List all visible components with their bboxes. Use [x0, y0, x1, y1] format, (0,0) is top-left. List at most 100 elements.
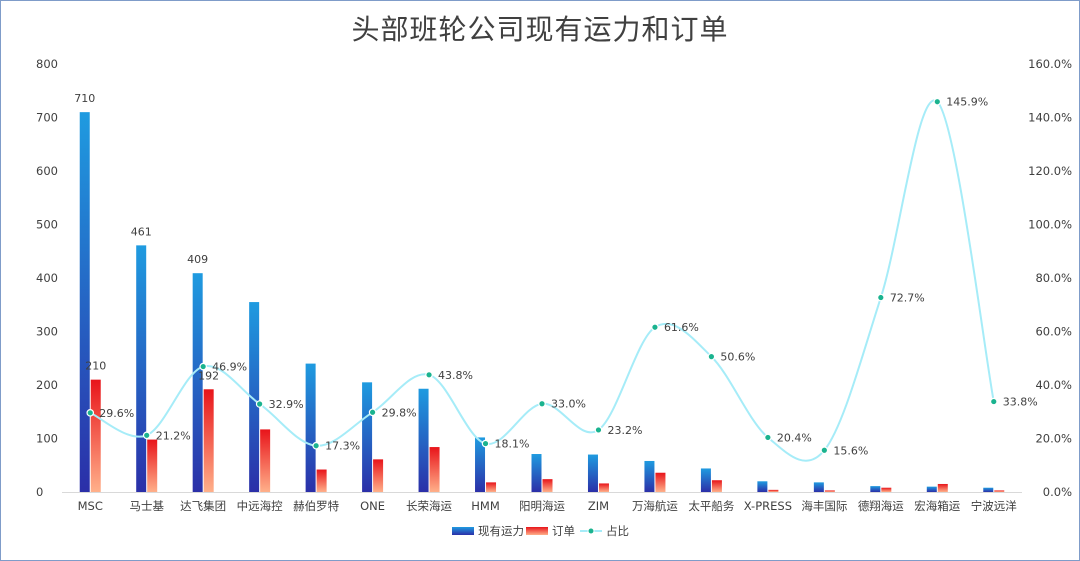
ratio-data-label: 33.0%: [551, 398, 586, 411]
y-right-tick-label: 80.0%: [1035, 271, 1072, 285]
labels-layer: 29.6% 21.2% 46.9% 32.9% 17.3% 29.8% 43.8% 18.1%…: [74, 92, 1037, 457]
x-category-label: 马士基: [129, 499, 164, 513]
bar-orders: [373, 459, 384, 492]
x-category-label: 长荣海运: [406, 499, 452, 513]
y-right-tick-label: 60.0%: [1035, 325, 1072, 339]
y-left-tick-label: 600: [36, 164, 58, 178]
ratio-point: [651, 323, 659, 332]
bar-orders: [542, 479, 553, 492]
ratio-data-label: 20.4%: [777, 431, 812, 444]
ratio-point: [86, 409, 95, 417]
capacity-data-label: 461: [131, 225, 152, 238]
bar-orders: [994, 490, 1005, 492]
ratio-data-label: 61.6%: [664, 321, 699, 334]
ratio-data-label: 29.8%: [382, 406, 417, 419]
x-category-label: 太平船务: [688, 499, 734, 513]
bar-orders: [768, 489, 779, 492]
y-left-tick-label: 400: [36, 271, 58, 285]
y-right-tick-label: 0.0%: [1043, 485, 1072, 499]
x-category-label: 阳明海运: [519, 499, 565, 513]
ratio-data-label: 72.7%: [890, 292, 925, 305]
ratio-point: [312, 441, 320, 450]
bar-orders: [260, 429, 271, 492]
ratio-point: [933, 97, 942, 106]
ratio-point: [538, 399, 546, 408]
bar-capacity: [305, 363, 316, 492]
y-left-tick-label: 200: [36, 378, 58, 392]
ratio-point: [142, 431, 151, 440]
ratio-point: [989, 397, 998, 406]
bar-orders: [147, 439, 158, 492]
bar-capacity: [362, 382, 373, 492]
x-category-label: HMM: [471, 499, 500, 513]
y-right-tick-label: 120.0%: [1028, 164, 1072, 178]
x-category-label: 海丰国际: [801, 499, 847, 513]
axes-layer: 0 100 200 300 400 500 600 700 800 0.0% 20.0% 40.0% 6…: [36, 57, 1072, 513]
legend-label-orders: 订单: [552, 524, 575, 538]
x-category-label: X-PRESS: [744, 499, 792, 513]
ratio-data-label: 145.9%: [946, 96, 988, 109]
ratio-point: [481, 439, 490, 448]
bar-orders: [655, 472, 666, 492]
bar-capacity: [136, 245, 147, 492]
bar-orders: [598, 483, 609, 492]
ratio-point: [425, 371, 433, 379]
legend-swatch-capacity: [452, 527, 474, 535]
x-category-label: 中远海控: [237, 499, 283, 513]
x-category-label: 宁波远洋: [971, 499, 1017, 513]
bar-orders: [203, 389, 214, 492]
bar-capacity: [249, 302, 260, 492]
capacity-data-label: 409: [187, 253, 208, 266]
x-category-label: 德翔海运: [858, 499, 904, 513]
y-right-tick-label: 40.0%: [1035, 378, 1072, 392]
bar-capacity: [418, 388, 429, 492]
ratio-data-label: 29.6%: [99, 407, 134, 420]
bar-orders: [711, 480, 722, 492]
bar-capacity: [531, 454, 542, 492]
ratio-data-label: 33.8%: [1003, 396, 1038, 409]
chart-title: 头部班轮公司现有运力和订单: [351, 13, 729, 46]
bars-layer: [79, 112, 1005, 493]
ratio-point: [820, 446, 829, 455]
x-category-label: ONE: [360, 499, 385, 513]
bar-capacity: [757, 481, 768, 492]
x-category-label: MSC: [78, 499, 103, 513]
ratio-data-label: 32.9%: [269, 398, 304, 411]
bar-capacity: [475, 437, 486, 492]
bar-orders: [486, 482, 497, 492]
bar-orders: [881, 487, 892, 492]
bar-capacity: [926, 486, 937, 492]
ratio-point: [199, 362, 207, 371]
ratio-point: [764, 433, 772, 442]
bar-capacity: [813, 482, 824, 492]
legend-swatch-ratio-marker: [587, 527, 595, 535]
x-category-label: 赫伯罗特: [293, 499, 339, 513]
legend[interactable]: 现有运力 订单 占比: [452, 524, 629, 538]
line-layer: [86, 97, 998, 462]
y-right-tick-label: 20.0%: [1035, 432, 1072, 446]
bar-capacity: [983, 487, 994, 492]
y-left-tick-label: 800: [36, 57, 58, 71]
y-left-tick-label: 700: [36, 111, 58, 125]
bar-orders: [429, 447, 440, 492]
y-left-tick-label: 0: [36, 485, 43, 499]
bar-capacity: [700, 468, 711, 492]
x-category-label: ZIM: [588, 499, 609, 513]
bar-orders: [316, 469, 327, 492]
legend-swatch-orders: [526, 527, 548, 535]
ratio-data-label: 46.9%: [212, 361, 247, 374]
ratio-point: [707, 352, 716, 361]
bar-capacity: [587, 454, 598, 492]
ratio-data-label: 18.1%: [495, 438, 530, 451]
y-left-tick-label: 500: [36, 218, 58, 232]
x-category-label: 万海航运: [632, 499, 678, 513]
bar-capacity: [870, 486, 881, 492]
y-right-tick-label: 160.0%: [1028, 57, 1072, 71]
x-category-label: 达飞集团: [180, 499, 226, 513]
y-left-tick-label: 300: [36, 325, 58, 339]
bar-orders: [937, 483, 948, 492]
y-right-tick-label: 140.0%: [1028, 111, 1072, 125]
capacity-data-label: 710: [74, 92, 95, 105]
ratio-point: [877, 293, 885, 302]
